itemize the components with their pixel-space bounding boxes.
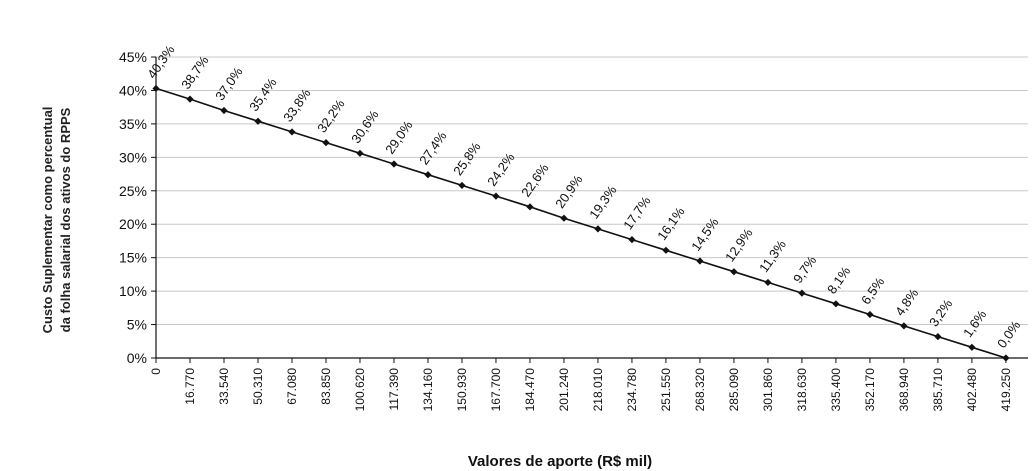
y-tick-label: 0% bbox=[127, 350, 147, 366]
series-markers bbox=[152, 84, 1010, 362]
x-tick-label: 83.850 bbox=[319, 368, 333, 405]
data-point bbox=[594, 225, 602, 233]
x-tick-label: 33.540 bbox=[217, 368, 231, 405]
x-tick-label: 335.400 bbox=[829, 368, 843, 412]
x-tick-label: 100.620 bbox=[353, 368, 367, 412]
x-tick-label: 0 bbox=[149, 368, 163, 375]
x-tick-label: 268.320 bbox=[693, 368, 707, 412]
x-tick-label: 368.940 bbox=[897, 368, 911, 412]
y-tick-label: 20% bbox=[119, 216, 147, 232]
data-point bbox=[798, 289, 806, 297]
x-tick-label: 318.630 bbox=[795, 368, 809, 412]
x-tick-label: 402.480 bbox=[965, 368, 979, 412]
data-label: 20,9% bbox=[552, 172, 586, 211]
y-axis-title-line-2: da folha salarial dos ativos do RPPS bbox=[58, 107, 73, 332]
data-point bbox=[764, 278, 772, 287]
x-tick-label: 285.090 bbox=[727, 368, 741, 412]
data-point bbox=[968, 343, 976, 351]
x-tick-label: 67.080 bbox=[285, 368, 299, 405]
x-tick-label: 251.550 bbox=[659, 368, 673, 412]
y-tick-label: 45% bbox=[119, 49, 147, 65]
x-tick-label: 134.160 bbox=[421, 368, 435, 412]
data-label: 40,3% bbox=[144, 42, 178, 81]
data-label: 11,3% bbox=[756, 237, 789, 275]
data-point bbox=[152, 84, 160, 93]
data-point bbox=[322, 139, 330, 147]
x-tick-label: 419.250 bbox=[999, 368, 1013, 412]
series-line bbox=[155, 87, 1007, 359]
x-tick-label: 167.700 bbox=[489, 368, 503, 412]
x-tick-label: 50.310 bbox=[251, 368, 265, 405]
data-point bbox=[696, 257, 704, 265]
data-point bbox=[254, 117, 262, 125]
data-label: 27,4% bbox=[416, 128, 450, 167]
data-label: 32,2% bbox=[314, 96, 348, 135]
y-tick-label: 30% bbox=[119, 149, 147, 165]
data-point bbox=[492, 192, 500, 200]
data-point bbox=[424, 171, 432, 179]
data-point bbox=[628, 236, 636, 244]
axes bbox=[155, 57, 1028, 359]
y-axis-title: Custo Suplementar como percentual da fol… bbox=[40, 107, 73, 334]
data-label: 25,8% bbox=[450, 139, 484, 178]
x-tick-label: 385.710 bbox=[931, 368, 945, 412]
x-tick-label: 16.770 bbox=[183, 368, 197, 405]
data-label: 14,5% bbox=[688, 215, 722, 254]
data-point bbox=[356, 149, 364, 157]
data-point bbox=[1002, 354, 1010, 362]
data-point bbox=[662, 246, 670, 254]
x-tick-label: 234.780 bbox=[625, 368, 639, 412]
x-tick-label: 184.470 bbox=[523, 368, 537, 412]
y-axis-title-line-1: Custo Suplementar como percentual bbox=[40, 107, 55, 334]
x-tick-label: 218.010 bbox=[591, 368, 605, 412]
data-point bbox=[730, 268, 738, 276]
data-label: 16,1% bbox=[654, 204, 688, 243]
x-tick-label: 352.170 bbox=[863, 368, 877, 412]
data-point bbox=[186, 95, 194, 103]
x-tick-label: 301.860 bbox=[761, 368, 775, 412]
data-point bbox=[390, 160, 398, 168]
data-point bbox=[832, 300, 840, 308]
data-label: 24,2% bbox=[484, 150, 518, 189]
y-tick-label: 15% bbox=[119, 250, 147, 266]
x-axis-title: Valores de aporte (R$ mil) bbox=[468, 453, 652, 470]
data-point bbox=[220, 106, 228, 115]
data-label: 37,0% bbox=[212, 64, 246, 103]
x-tick-label: 150.930 bbox=[455, 368, 469, 412]
data-label: 22,6% bbox=[518, 160, 552, 199]
y-tick-label: 5% bbox=[127, 317, 147, 333]
data-point bbox=[288, 128, 296, 136]
y-tick-labels: 0% 5% 10% 15% 20% 25% 30% 35% 40% 45% bbox=[119, 49, 147, 366]
x-tick-label: 201.240 bbox=[557, 368, 571, 412]
data-point bbox=[866, 310, 874, 319]
y-tick-label: 35% bbox=[119, 116, 147, 132]
y-tick-label: 10% bbox=[119, 283, 147, 299]
y-tick-label: 40% bbox=[119, 82, 147, 98]
x-tick-labels: 0 16.770 33.540 50.310 67.080 83.850 100.620 11… bbox=[149, 358, 1013, 411]
data-label: 33,8% bbox=[280, 85, 314, 124]
data-labels: 40,3% 38,7% 37,0% 35,4% 33,8% 32,2% 30,6% 29,0%… bbox=[144, 42, 1023, 351]
y-tick-label: 25% bbox=[119, 183, 147, 199]
data-label: 38,7% bbox=[178, 53, 212, 92]
data-point bbox=[900, 322, 908, 330]
data-point bbox=[526, 203, 534, 211]
data-label: 19,3% bbox=[586, 182, 620, 221]
data-point bbox=[560, 214, 568, 222]
data-label: 4,8% bbox=[892, 285, 922, 318]
data-label: 0,0% bbox=[994, 317, 1024, 350]
data-point bbox=[934, 332, 942, 341]
data-label: 1,6% bbox=[960, 307, 990, 340]
data-label: 35,4% bbox=[246, 75, 280, 114]
grid-lines bbox=[151, 56, 1028, 359]
data-label: 30,6% bbox=[348, 107, 382, 146]
x-tick-label: 117.390 bbox=[387, 368, 401, 411]
data-label: 17,7% bbox=[620, 193, 654, 232]
data-label: 12,9% bbox=[722, 225, 756, 264]
data-point bbox=[458, 181, 466, 190]
